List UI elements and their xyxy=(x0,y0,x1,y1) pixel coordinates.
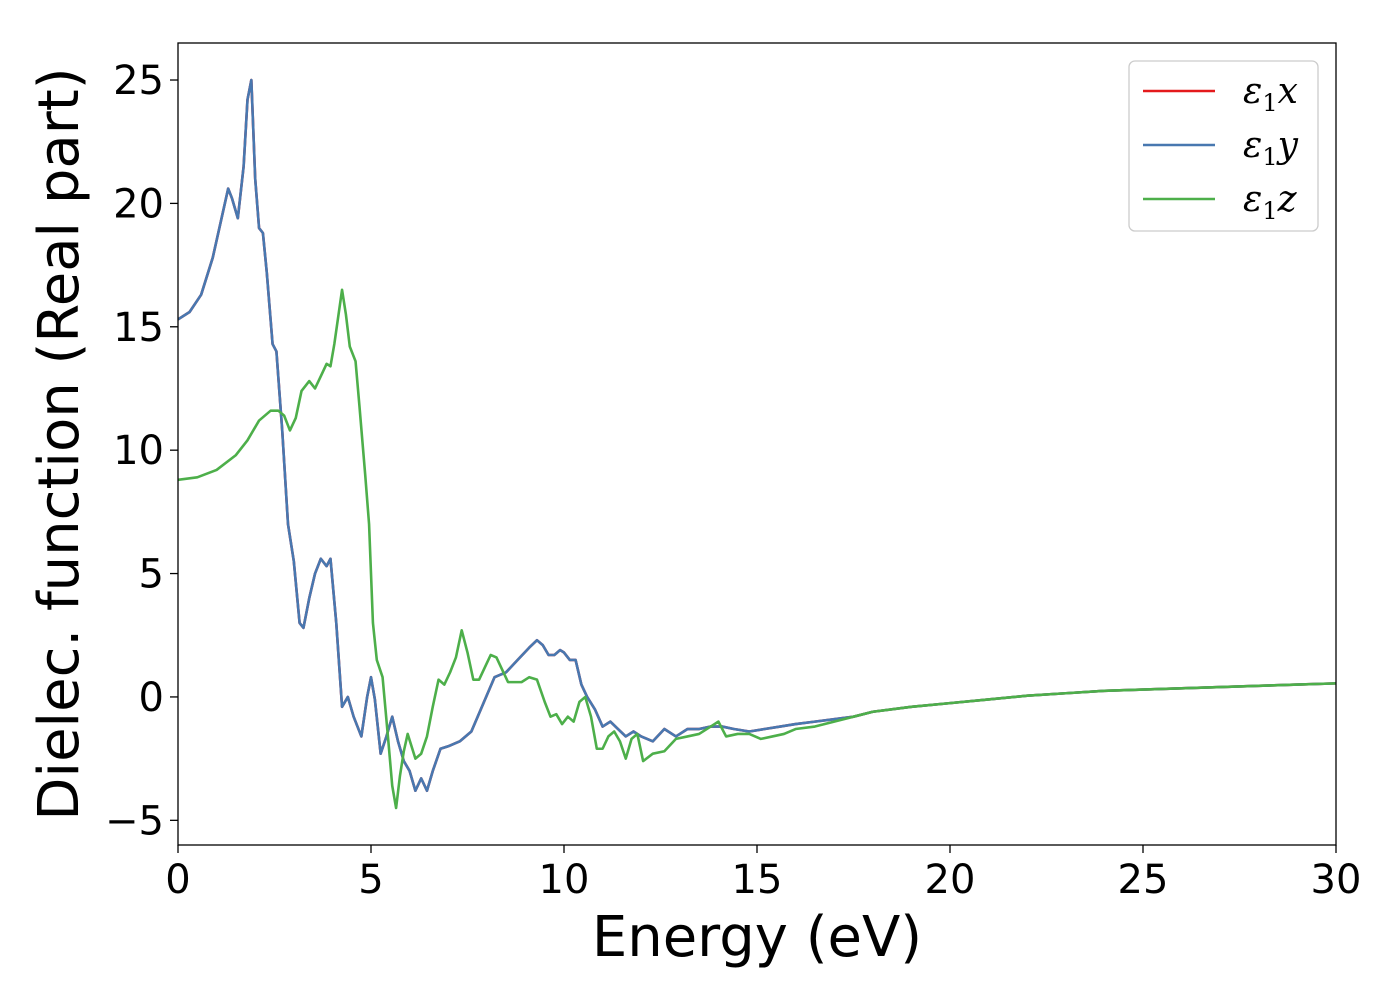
legend-label-z: ε1z xyxy=(1243,179,1298,225)
legend: ε1x ε1y ε1z xyxy=(1128,60,1319,232)
legend-label-x: ε1x xyxy=(1243,71,1298,117)
x-tick-label: 15 xyxy=(732,857,783,903)
y-tick-label: 15 xyxy=(113,305,164,351)
series-layer xyxy=(178,78,1336,810)
x-tick-label: 25 xyxy=(1118,857,1169,903)
series-line-z xyxy=(178,288,1336,810)
x-axis-label: Energy (eV) xyxy=(592,905,922,970)
y-tick-label: 0 xyxy=(139,675,164,721)
y-tick-label: −5 xyxy=(105,798,164,844)
y-axis-label: Dielec. function (Real part) xyxy=(27,67,92,820)
y-tick-label: 25 xyxy=(113,58,164,104)
y-tick-label: 10 xyxy=(113,428,164,474)
series-line-y xyxy=(178,78,1336,793)
legend-frame xyxy=(1128,60,1319,232)
x-tick-label: 20 xyxy=(925,857,976,903)
x-tick-label: 5 xyxy=(358,857,383,903)
x-tick-label: 10 xyxy=(539,857,590,903)
x-tick-label: 30 xyxy=(1311,857,1362,903)
x-tick-label: 0 xyxy=(165,857,190,903)
y-tick-label: 20 xyxy=(113,181,164,227)
x-axis-ticks: 0 5 10 15 20 25 30 xyxy=(165,845,1361,903)
legend-label-y: ε1y xyxy=(1243,125,1299,171)
y-axis-ticks: −5 0 5 10 15 20 25 xyxy=(105,58,178,844)
y-tick-label: 5 xyxy=(139,552,164,598)
